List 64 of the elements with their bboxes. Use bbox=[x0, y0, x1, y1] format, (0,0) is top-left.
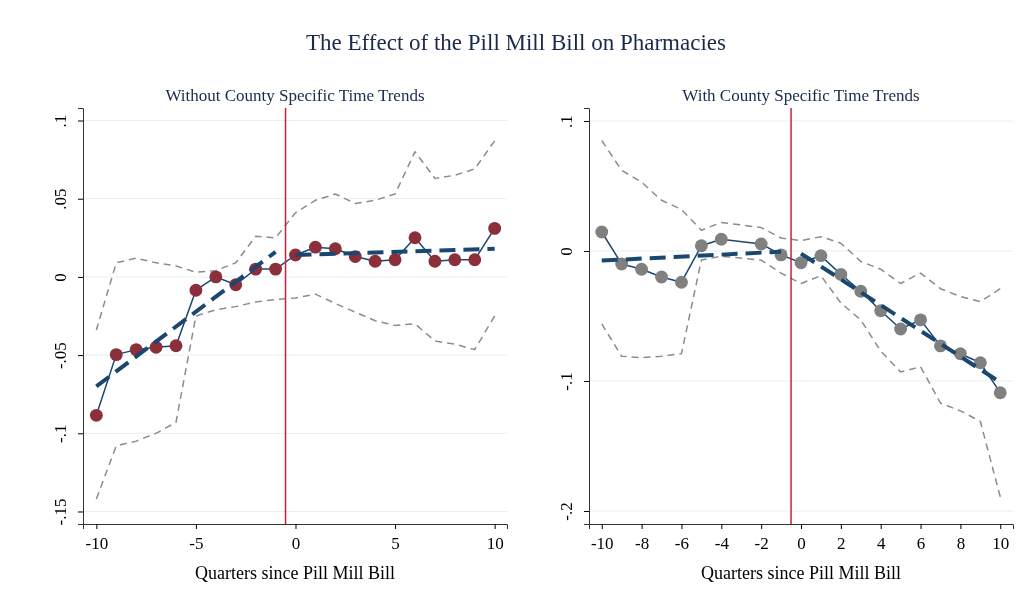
y-tick-label: -.2 bbox=[557, 502, 576, 521]
point bbox=[914, 313, 927, 327]
y-tick-label: .05 bbox=[51, 188, 70, 210]
x-axis-title: Quarters since Pill Mill Bill bbox=[195, 563, 395, 583]
point bbox=[89, 408, 103, 422]
point bbox=[428, 254, 442, 268]
x-tick-label: 6 bbox=[916, 534, 926, 553]
point bbox=[308, 240, 322, 254]
point bbox=[615, 257, 629, 271]
x-axis-title: Quarters since Pill Mill Bill bbox=[701, 563, 901, 583]
point bbox=[388, 253, 402, 267]
line-series bbox=[601, 255, 1001, 498]
y-tick-label: -.15 bbox=[51, 498, 70, 526]
x-tick-label: 5 bbox=[391, 534, 400, 553]
y-tick-label: -.05 bbox=[51, 342, 70, 370]
x-tick-label: 4 bbox=[876, 534, 886, 553]
point bbox=[694, 239, 708, 253]
point bbox=[468, 253, 482, 267]
point bbox=[169, 339, 183, 353]
x-tick-label: -5 bbox=[189, 534, 204, 553]
point bbox=[448, 253, 462, 267]
y-tick-label: .1 bbox=[557, 115, 576, 128]
line-series bbox=[601, 139, 1001, 303]
point bbox=[368, 254, 382, 268]
x-tick-label: -4 bbox=[714, 534, 730, 553]
y-tick-label: 0 bbox=[557, 247, 576, 256]
y-tick-label: -.1 bbox=[51, 424, 70, 443]
x-tick-label: 0 bbox=[291, 534, 301, 553]
x-tick-label: -2 bbox=[754, 534, 769, 553]
point bbox=[655, 270, 668, 284]
x-tick-label: 0 bbox=[797, 534, 806, 553]
point bbox=[714, 232, 728, 246]
point bbox=[488, 222, 502, 235]
x-tick-label: -6 bbox=[674, 534, 690, 553]
y-tick-label: 0 bbox=[51, 273, 70, 282]
x-tick-label: -10 bbox=[590, 534, 614, 553]
y-tick-label: .1 bbox=[51, 114, 70, 128]
x-tick-label: 10 bbox=[992, 534, 1010, 553]
point bbox=[754, 237, 768, 251]
point bbox=[814, 249, 828, 263]
x-tick-label: 2 bbox=[837, 534, 846, 553]
point bbox=[189, 283, 203, 297]
y-tick-label: -.1 bbox=[557, 372, 576, 391]
line-series bbox=[95, 293, 496, 500]
line-series bbox=[95, 140, 496, 331]
point bbox=[834, 267, 848, 281]
point bbox=[794, 256, 808, 270]
point bbox=[993, 386, 1007, 400]
chart-subtitle: With County Specific Time Trends bbox=[682, 86, 920, 105]
chart-subtitle: Without County Specific Time Trends bbox=[165, 86, 425, 105]
chart-title: The Effect of the Pill Mill Bill on Pharmacies bbox=[306, 30, 726, 55]
point bbox=[408, 231, 422, 245]
point bbox=[675, 275, 688, 289]
point bbox=[595, 225, 609, 239]
x-tick-label: 10 bbox=[486, 534, 504, 553]
x-tick-label: -8 bbox=[635, 534, 650, 553]
point bbox=[269, 262, 283, 276]
point bbox=[109, 348, 123, 362]
x-tick-label: 8 bbox=[956, 534, 966, 553]
point bbox=[209, 270, 223, 284]
point bbox=[973, 356, 987, 370]
x-tick-label: -10 bbox=[85, 534, 109, 553]
point bbox=[635, 262, 649, 276]
point bbox=[894, 322, 908, 336]
